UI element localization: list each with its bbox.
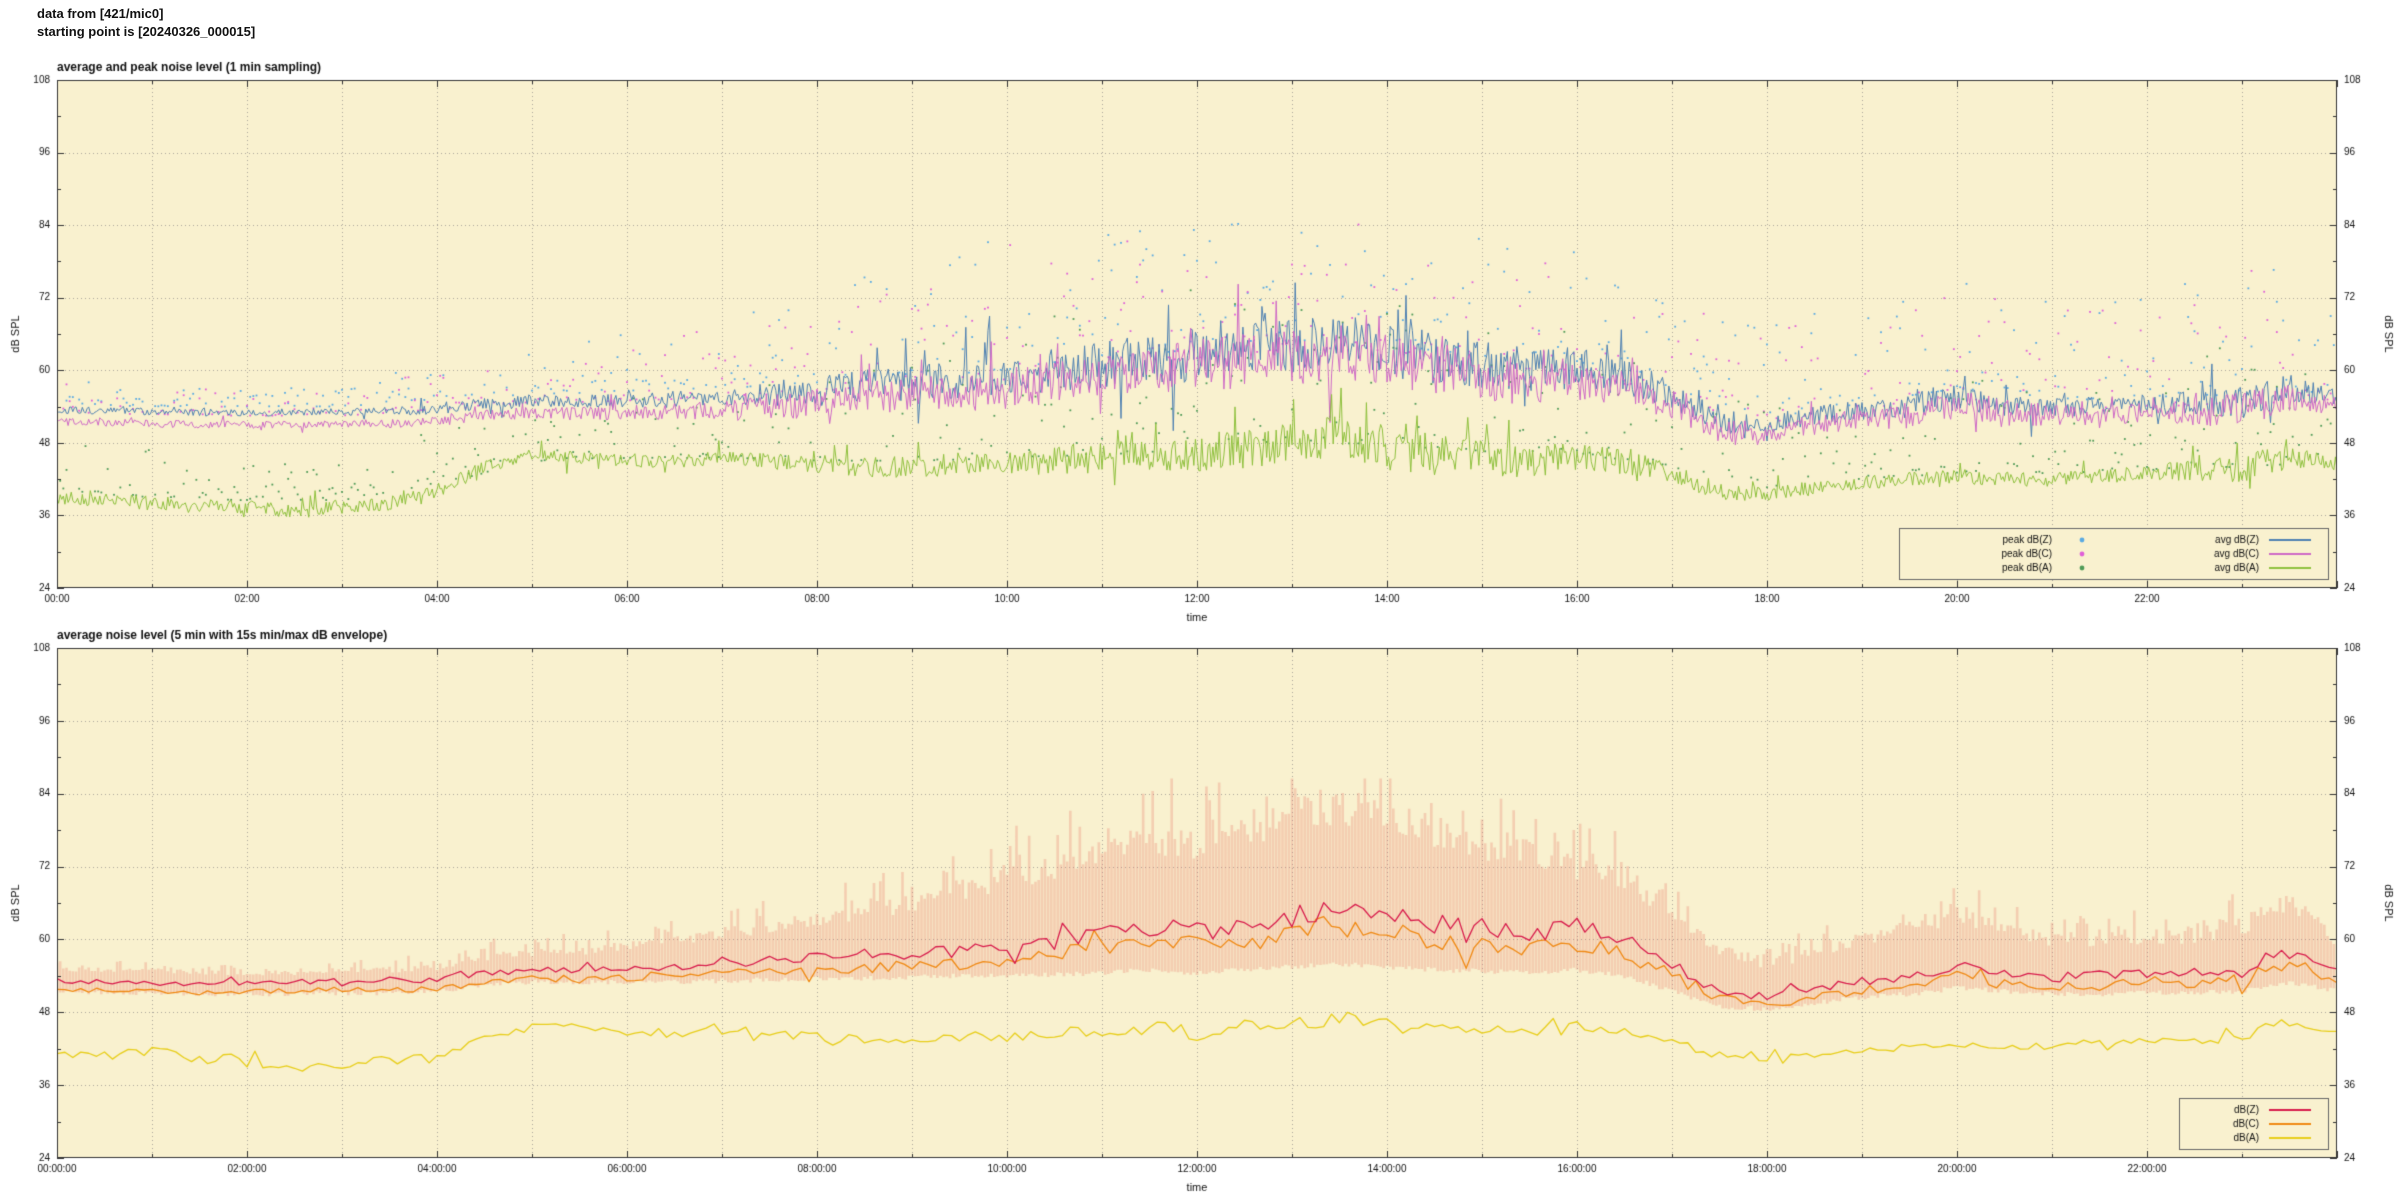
data-source-line: data from [421/mic0] <box>37 6 164 21</box>
start-point-line: starting point is [20240326_000015] <box>37 23 256 39</box>
chart-header: data from [421/mic0] starting point is [… <box>37 5 255 40</box>
